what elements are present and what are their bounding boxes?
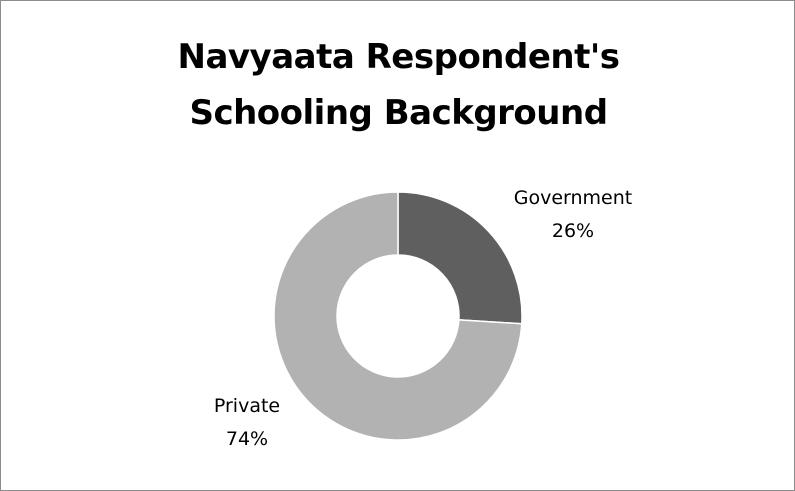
slice-label-private-name: Private	[214, 395, 280, 417]
donut-slice-government	[397, 191, 523, 325]
chart-title-line-2: Schooling Background	[189, 93, 608, 133]
slice-label-private-value: 74%	[226, 428, 268, 450]
chart-title-line-1: Navyaata Respondent's	[177, 37, 620, 77]
chart-title: Navyaata Respondent's Schooling Backgrou…	[1, 29, 795, 141]
slice-label-government-name: Government	[514, 187, 633, 209]
donut-slice-private	[273, 191, 523, 441]
slice-labels: Government 26% Private 74%	[214, 187, 632, 450]
donut-slices	[273, 191, 523, 441]
slice-label-government-value: 26%	[552, 220, 594, 242]
